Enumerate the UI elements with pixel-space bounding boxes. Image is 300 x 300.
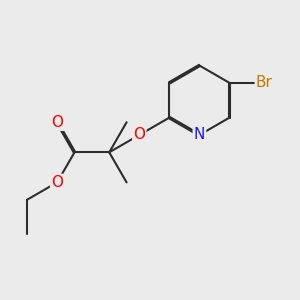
- Text: O: O: [133, 128, 145, 142]
- Text: Br: Br: [256, 75, 273, 90]
- Text: N: N: [194, 128, 205, 142]
- Text: O: O: [51, 115, 63, 130]
- Text: O: O: [51, 175, 63, 190]
